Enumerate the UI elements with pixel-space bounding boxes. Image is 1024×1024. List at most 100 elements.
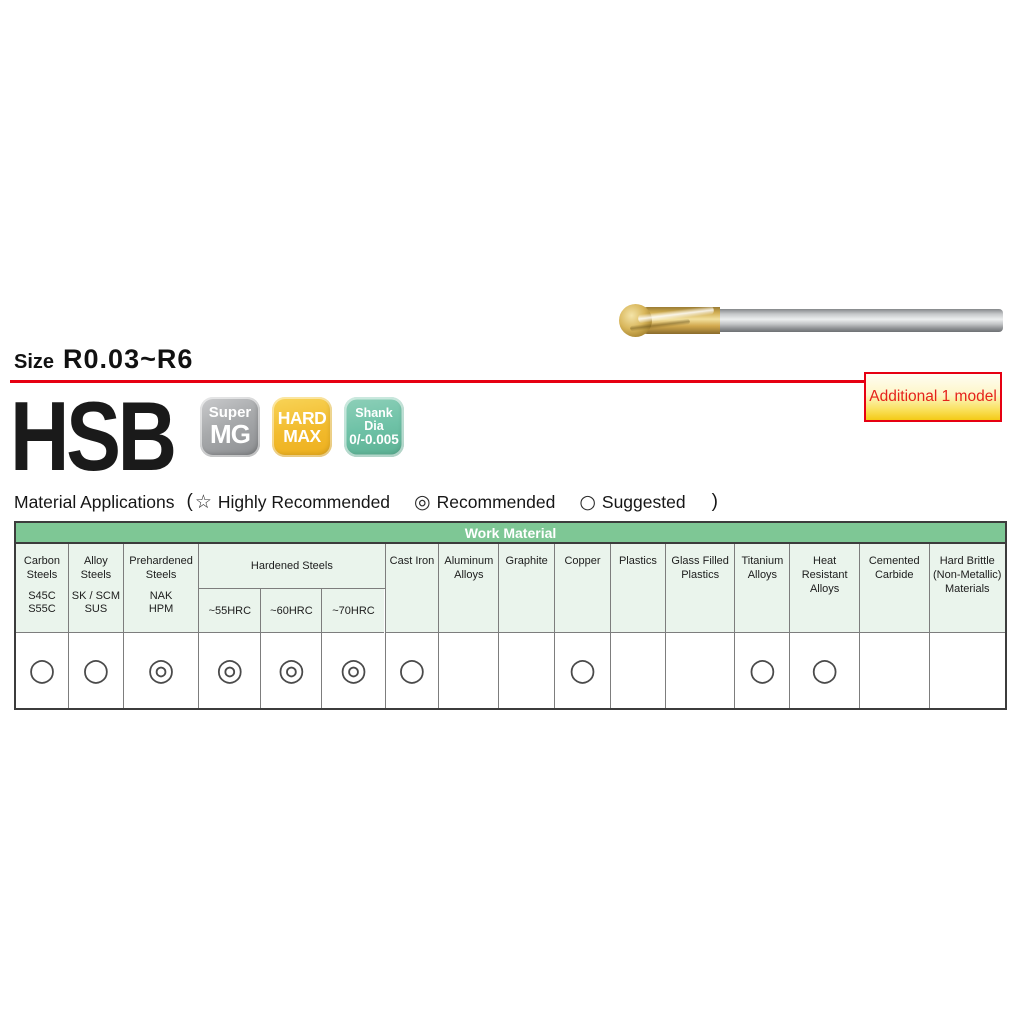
- column-header-cast-iron: Cast Iron: [385, 544, 439, 633]
- badge-shank-dia: Shank Dia 0/-0.005: [344, 397, 404, 457]
- column-header-heat-resistant-alloys: Heat Resistant Alloys: [790, 544, 859, 633]
- column-subnames: NAK HPM: [148, 589, 174, 616]
- rating-cell: [610, 633, 665, 708]
- group-header-hardened-steels: Hardened Steels: [199, 544, 385, 589]
- rating-cell: [665, 633, 735, 708]
- column-header-prehardened-steels: Prehardened Steels NAK HPM: [123, 544, 199, 633]
- group-body-hardened-steels: ~55HRC ◎ ~60HRC ◎ ~70HRC ◎: [199, 589, 385, 708]
- star-outline-icon: ☆: [194, 491, 212, 513]
- work-material-title: Work Material: [464, 524, 557, 541]
- badge-super-mg: Super MG: [200, 397, 260, 457]
- column-copper: Copper ○: [555, 544, 611, 708]
- double-circle-icon: ◎: [414, 491, 431, 513]
- legend-open-paren: (: [186, 491, 193, 512]
- rating-symbol-suggested: ○: [748, 652, 776, 688]
- product-name: HSB: [10, 381, 177, 491]
- rating-symbol-suggested: ○: [28, 652, 56, 688]
- column-header-plastics: Plastics: [610, 544, 665, 633]
- column-aluminum-alloys: Aluminum Alloys: [439, 544, 500, 708]
- rating-cell: ○: [16, 633, 68, 708]
- column-plastics: Plastics: [610, 544, 666, 708]
- column-name: Heat Resistant Alloys: [801, 555, 848, 595]
- feature-badges: Super MG HARD MAX Shank Dia 0/-0.005: [200, 397, 404, 457]
- badge-super-mg-line1: Super: [208, 404, 252, 422]
- rating-cell: [929, 633, 1005, 708]
- rating-symbol-suggested: ○: [398, 652, 426, 688]
- column-header-aluminum-alloys: Aluminum Alloys: [439, 544, 499, 633]
- work-material-header: Work Material: [16, 523, 1005, 544]
- badge-super-mg-line2: MG: [210, 419, 251, 450]
- rating-symbol-recommended: ◎: [339, 652, 367, 688]
- rating-cell: ○: [735, 633, 790, 708]
- work-material-columns: Carbon Steels S45C S55C ○ Alloy Steels SK / SCM…: [16, 544, 1005, 708]
- legend-item-suggested: ○ Suggested: [579, 491, 685, 513]
- legend-title: Material Applications: [14, 491, 175, 512]
- column-60hrc: ~60HRC ◎: [261, 589, 323, 708]
- column-name: Cemented Carbide: [868, 555, 920, 581]
- column-glass-filled-plastics: Glass Filled Plastics: [665, 544, 736, 708]
- legend-item-highly-recommended: ☆ Highly Recommended: [195, 491, 390, 513]
- badge-hard-max-line1: HARD: [277, 407, 327, 428]
- column-subnames: SK / SCM SUS: [71, 589, 121, 616]
- column-name: Cast Iron: [389, 555, 435, 567]
- column-name: Copper: [564, 555, 601, 567]
- column-name: Hard Brittle (Non-Metallic) Materials: [933, 555, 1002, 595]
- rating-cell: ○: [385, 633, 439, 708]
- column-graphite: Graphite: [499, 544, 556, 708]
- rating-symbol-suggested: ○: [811, 652, 839, 688]
- column-cemented-carbide: Cemented Carbide: [859, 544, 930, 708]
- column-header-titanium-alloys: Titanium Alloys: [735, 544, 790, 633]
- rating-cell: ◎: [261, 633, 322, 708]
- column-header-graphite: Graphite: [499, 544, 555, 633]
- column-carbon-steels: Carbon Steels S45C S55C ○: [16, 544, 69, 708]
- size-range-value: R0.03~R6: [63, 344, 194, 374]
- rating-cell: [439, 633, 499, 708]
- additional-model-text: Additional 1 model: [869, 388, 997, 405]
- subcolumn-header-60hrc: ~60HRC: [261, 589, 322, 633]
- rating-cell: [859, 633, 929, 708]
- column-heat-resistant-alloys: Heat Resistant Alloys ○: [790, 544, 860, 708]
- work-material-table: Work Material Carbon Steels S45C S55C ○ Alloy…: [14, 521, 1007, 710]
- column-name: Graphite: [505, 555, 548, 567]
- size-label: Size: [14, 351, 55, 373]
- rating-cell: ○: [68, 633, 123, 708]
- material-applications-legend: Material Applications ( ☆ Highly Recomme…: [14, 491, 720, 513]
- column-header-cemented-carbide: Cemented Carbide: [859, 544, 929, 633]
- subcolumn-header-70hrc: ~70HRC: [322, 589, 385, 633]
- column-header-hard-brittle: Hard Brittle (Non-Metallic) Materials: [929, 544, 1005, 633]
- column-header-alloy-steels: Alloy Steels SK / SCM SUS: [68, 544, 123, 633]
- column-70hrc: ~70HRC ◎: [322, 589, 385, 708]
- rating-cell: ◎: [199, 633, 261, 708]
- rating-cell: ○: [790, 633, 859, 708]
- column-subnames: S45C S55C: [28, 589, 56, 616]
- badge-hard-max-line2: MAX: [283, 426, 321, 446]
- column-name: Titanium Alloys: [741, 555, 784, 581]
- column-header-carbon-steels: Carbon Steels S45C S55C: [16, 544, 68, 633]
- column-cast-iron: Cast Iron ○: [385, 544, 440, 708]
- column-titanium-alloys: Titanium Alloys ○: [735, 544, 791, 708]
- badge-shank-dia-line2: 0/-0.005: [349, 432, 399, 448]
- legend-item-recommended: ◎ Recommended: [414, 491, 555, 513]
- size-line: Size R0.03~R6: [14, 344, 193, 375]
- additional-model-callout: Additional 1 model: [864, 372, 1002, 422]
- rating-symbol-recommended: ◎: [277, 652, 305, 688]
- column-name: Aluminum Alloys: [444, 555, 494, 581]
- column-55hrc: ~55HRC ◎: [199, 589, 262, 708]
- legend-close-paren: ): [711, 491, 718, 512]
- legend-label: Highly Recommended: [217, 491, 391, 512]
- column-header-glass-filled-plastics: Glass Filled Plastics: [665, 544, 735, 633]
- column-hard-brittle: Hard Brittle (Non-Metallic) Materials: [929, 544, 1005, 708]
- column-prehardened-steels: Prehardened Steels NAK HPM ◎: [123, 544, 200, 708]
- column-alloy-steels: Alloy Steels SK / SCM SUS ○: [68, 544, 124, 708]
- column-hardened-steels: Hardened Steels ~55HRC ◎ ~60HRC ◎ ~70HRC ◎: [199, 544, 386, 708]
- circle-icon: ○: [579, 491, 596, 513]
- rating-symbol-recommended: ◎: [147, 652, 175, 688]
- legend-label: Suggested: [601, 491, 686, 512]
- red-divider-line: [10, 380, 866, 383]
- column-name: Plastics: [618, 555, 657, 567]
- rating-symbol-suggested: ○: [82, 652, 110, 688]
- rating-cell: [499, 633, 555, 708]
- badge-shank-dia-line1: Shank Dia: [355, 405, 393, 433]
- column-name: Alloy Steels: [80, 555, 112, 581]
